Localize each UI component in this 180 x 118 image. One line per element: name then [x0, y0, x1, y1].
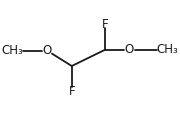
Text: F: F — [102, 17, 109, 31]
Text: O: O — [43, 44, 52, 57]
Text: O: O — [125, 43, 134, 56]
Text: F: F — [68, 85, 75, 98]
Text: CH₃: CH₃ — [157, 43, 179, 56]
Text: CH₃: CH₃ — [1, 44, 23, 57]
